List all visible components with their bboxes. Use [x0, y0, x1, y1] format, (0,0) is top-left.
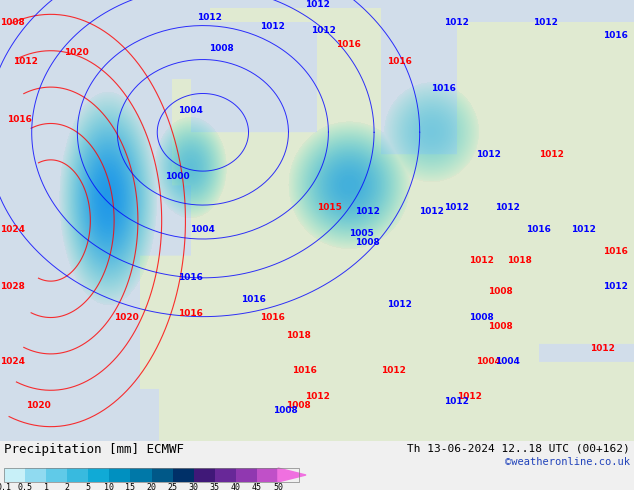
- Text: 1016: 1016: [292, 366, 317, 375]
- Text: 1008: 1008: [469, 313, 495, 322]
- Text: 1016: 1016: [526, 225, 552, 234]
- Text: 1015: 1015: [317, 203, 342, 212]
- Text: 0.5: 0.5: [18, 483, 32, 490]
- Bar: [88, 468, 109, 482]
- Text: Th 13-06-2024 12..18 UTC (00+162): Th 13-06-2024 12..18 UTC (00+162): [407, 443, 630, 453]
- Text: 5: 5: [86, 483, 91, 490]
- Text: 1012: 1012: [571, 225, 596, 234]
- Text: 1020: 1020: [25, 401, 51, 410]
- Text: 40: 40: [231, 483, 241, 490]
- Text: 1020: 1020: [114, 313, 139, 322]
- Text: 35: 35: [210, 483, 220, 490]
- Text: 10: 10: [105, 483, 114, 490]
- Text: 1012: 1012: [539, 150, 564, 159]
- Text: 1008: 1008: [209, 44, 235, 53]
- Text: 1000: 1000: [165, 172, 190, 181]
- Text: 1012: 1012: [197, 13, 222, 22]
- Text: 1016: 1016: [602, 31, 628, 40]
- Bar: [25, 468, 46, 482]
- Text: 1008: 1008: [285, 401, 311, 410]
- Text: 1016: 1016: [6, 115, 32, 123]
- Text: 1018: 1018: [507, 256, 533, 265]
- Bar: [131, 468, 152, 482]
- Text: 1012: 1012: [495, 203, 520, 212]
- Text: 1012: 1012: [476, 150, 501, 159]
- Text: 1004: 1004: [495, 357, 520, 366]
- Text: 1004: 1004: [178, 106, 203, 115]
- Text: 1012: 1012: [456, 392, 482, 401]
- Text: 1012: 1012: [311, 26, 336, 35]
- Text: 1012: 1012: [387, 300, 412, 309]
- Bar: [152, 468, 172, 482]
- Text: 1012: 1012: [304, 0, 330, 9]
- Text: 1020: 1020: [63, 49, 89, 57]
- Bar: [193, 468, 215, 482]
- Text: 1012: 1012: [260, 22, 285, 31]
- Bar: [46, 468, 67, 482]
- Text: 1005: 1005: [349, 229, 374, 238]
- Text: 1004: 1004: [476, 357, 501, 366]
- Text: 1012: 1012: [533, 18, 558, 26]
- Bar: [67, 468, 88, 482]
- Text: 50: 50: [273, 483, 283, 490]
- Text: 1012: 1012: [469, 256, 495, 265]
- Text: ©weatheronline.co.uk: ©weatheronline.co.uk: [505, 457, 630, 467]
- Text: 1016: 1016: [178, 273, 203, 282]
- Text: 1008: 1008: [355, 238, 380, 247]
- Text: 1012: 1012: [355, 207, 380, 216]
- Text: 30: 30: [189, 483, 198, 490]
- Text: 1008: 1008: [273, 406, 298, 415]
- Bar: [4, 468, 299, 482]
- Bar: [215, 468, 236, 482]
- Bar: [172, 468, 193, 482]
- Text: 1008: 1008: [0, 18, 25, 26]
- Text: 1012: 1012: [13, 57, 38, 66]
- Text: 1016: 1016: [336, 40, 361, 49]
- Polygon shape: [278, 468, 306, 482]
- Text: 1012: 1012: [444, 203, 469, 212]
- Text: 1024: 1024: [0, 357, 25, 366]
- Text: 1012: 1012: [418, 207, 444, 216]
- Text: 0.1: 0.1: [0, 483, 11, 490]
- Text: 1012: 1012: [602, 282, 628, 291]
- Text: 20: 20: [146, 483, 157, 490]
- Text: 1028: 1028: [0, 282, 25, 291]
- Text: Precipitation [mm] ECMWF: Precipitation [mm] ECMWF: [4, 443, 184, 456]
- Text: 1: 1: [44, 483, 49, 490]
- Text: 1012: 1012: [590, 344, 615, 353]
- Text: 1008: 1008: [488, 287, 514, 295]
- Text: 15: 15: [126, 483, 136, 490]
- Bar: [257, 468, 278, 482]
- Text: 1024: 1024: [0, 225, 25, 234]
- Text: 1016: 1016: [431, 84, 456, 93]
- Text: 1008: 1008: [488, 322, 514, 331]
- Text: 1016: 1016: [178, 309, 203, 318]
- Text: 1012: 1012: [304, 392, 330, 401]
- Text: 1018: 1018: [285, 331, 311, 340]
- Bar: [236, 468, 257, 482]
- Text: 45: 45: [252, 483, 262, 490]
- Text: 2: 2: [65, 483, 70, 490]
- Text: 1012: 1012: [444, 397, 469, 406]
- Text: 1016: 1016: [241, 295, 266, 304]
- Text: 1016: 1016: [260, 313, 285, 322]
- Bar: [109, 468, 131, 482]
- Text: 1016: 1016: [387, 57, 412, 66]
- Text: 25: 25: [167, 483, 178, 490]
- Text: 1004: 1004: [190, 225, 216, 234]
- Text: 1012: 1012: [380, 366, 406, 375]
- Text: 1016: 1016: [602, 247, 628, 256]
- Text: 1012: 1012: [444, 18, 469, 26]
- Bar: [4, 468, 25, 482]
